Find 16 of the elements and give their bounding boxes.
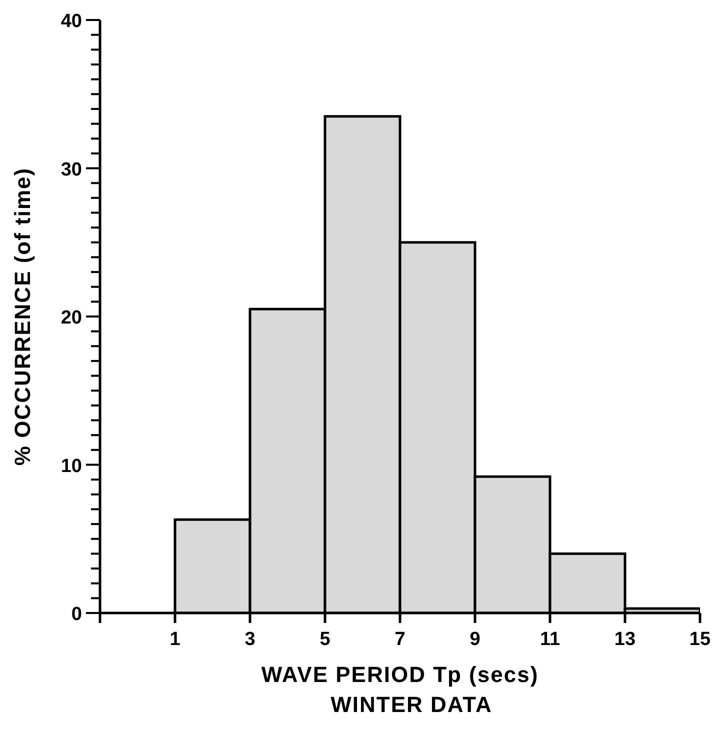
x-tick-label: 11	[540, 629, 560, 650]
text: WINTER DATA	[330, 692, 494, 718]
x-tick-label: 5	[320, 629, 331, 650]
y-tick-label: 0	[71, 604, 82, 625]
y-tick-label: 40	[60, 11, 82, 32]
x-axis-title: WAVE PERIOD Tp (secs)	[261, 662, 539, 687]
x-tick-label: 3	[244, 629, 256, 650]
y-axis-title: % OCCURRENCE (of time)	[10, 167, 35, 466]
y-tick-label: 10	[60, 456, 82, 477]
x-tick-label: 1	[170, 629, 181, 650]
x-tick-label: 9	[470, 629, 480, 650]
x-tick-label: 7	[394, 629, 406, 650]
x-tick-label: 13	[614, 629, 636, 650]
y-tick-label: 20	[60, 308, 82, 328]
y-tick-label: 30	[60, 159, 82, 180]
x-tick-label: 15	[689, 629, 711, 650]
